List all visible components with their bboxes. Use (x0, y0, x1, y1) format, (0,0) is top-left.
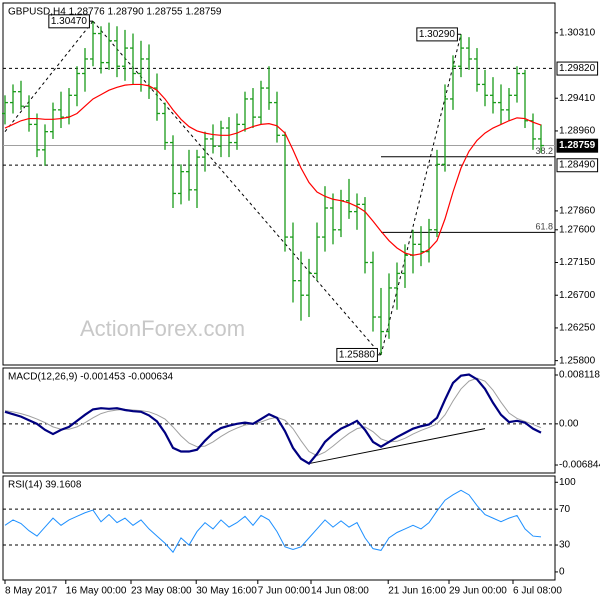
rsi-line (4, 489, 542, 554)
fib-label: 61.8 (535, 222, 553, 232)
label-box (48, 14, 90, 29)
panel-title: GBPUSD,H4 1.28776 1.28790 1.28755 1.2875… (8, 7, 222, 18)
annotation-label: 1.30290 (419, 29, 456, 40)
y-tick-label: 1.30310 (559, 27, 596, 38)
label-box (556, 138, 599, 153)
panel-title: RSI(14) 39.1608 (8, 480, 82, 491)
signal-line (4, 377, 542, 457)
y-tick-label: 1.27150 (559, 257, 596, 268)
y-tick-label: 1.27600 (559, 224, 596, 235)
y-tick-label: 30 (559, 540, 571, 551)
y-tick-label: 100 (559, 477, 576, 488)
y-tick-label: 1.26250 (559, 323, 596, 334)
x-tick-label: 8 May 2017 (5, 586, 58, 597)
y-tick-label: 0 (559, 567, 565, 578)
x-tick-label: 23 May 08:00 (131, 586, 192, 597)
panel-title: MACD(12,26,9) -0.001453 -0.000634 (8, 372, 174, 383)
y-tick-label: 0.00 (559, 418, 579, 429)
label-box (336, 347, 378, 362)
x-tick-label: 7 Jun 00:00 (258, 586, 311, 597)
annotation-label: 1.30470 (51, 16, 88, 27)
fib-label: 38.2 (535, 146, 553, 156)
y-tick-label: 1.27860 (559, 206, 596, 217)
y-tick-label: 1.29410 (559, 93, 596, 104)
panel-frame (2, 2, 556, 366)
watermark: ActionForex.com (80, 316, 245, 341)
x-tick-label: 29 Jun 00:00 (449, 586, 507, 597)
x-tick-label: 16 May 00:00 (66, 586, 127, 597)
y-tick-label: 1.26700 (559, 290, 596, 301)
x-tick-label: 30 May 16:00 (196, 586, 257, 597)
x-tick-label: 21 Jun 16:00 (388, 586, 446, 597)
x-tick-label: 14 Jun 08:00 (311, 586, 369, 597)
annotation-label: 1.25880 (339, 349, 376, 360)
x-tick-label: 6 Jul 08:00 (513, 586, 562, 597)
y-tick-label: -0.006844 (559, 460, 600, 471)
y-tick-label: 70 (559, 504, 571, 515)
moving-average (4, 83, 542, 256)
macd-line (4, 373, 542, 465)
trendline (308, 428, 486, 465)
panel-frame (2, 475, 556, 581)
y-tick-label: 1.25800 (559, 355, 596, 366)
last-price-label: 1.28759 (559, 140, 596, 151)
label-box (556, 158, 599, 173)
y-tick-label: 0.008118 (559, 370, 600, 381)
level-label: 1.28490 (559, 160, 596, 171)
y-tick-label: 1.28960 (559, 126, 596, 137)
label-box (556, 61, 599, 76)
trendline (380, 34, 462, 355)
level-label: 1.29820 (559, 63, 596, 74)
label-box (416, 27, 458, 42)
